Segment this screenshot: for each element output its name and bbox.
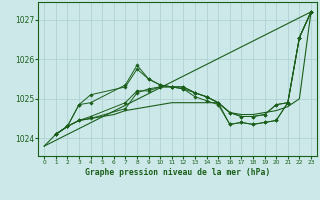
X-axis label: Graphe pression niveau de la mer (hPa): Graphe pression niveau de la mer (hPa) — [85, 168, 270, 177]
